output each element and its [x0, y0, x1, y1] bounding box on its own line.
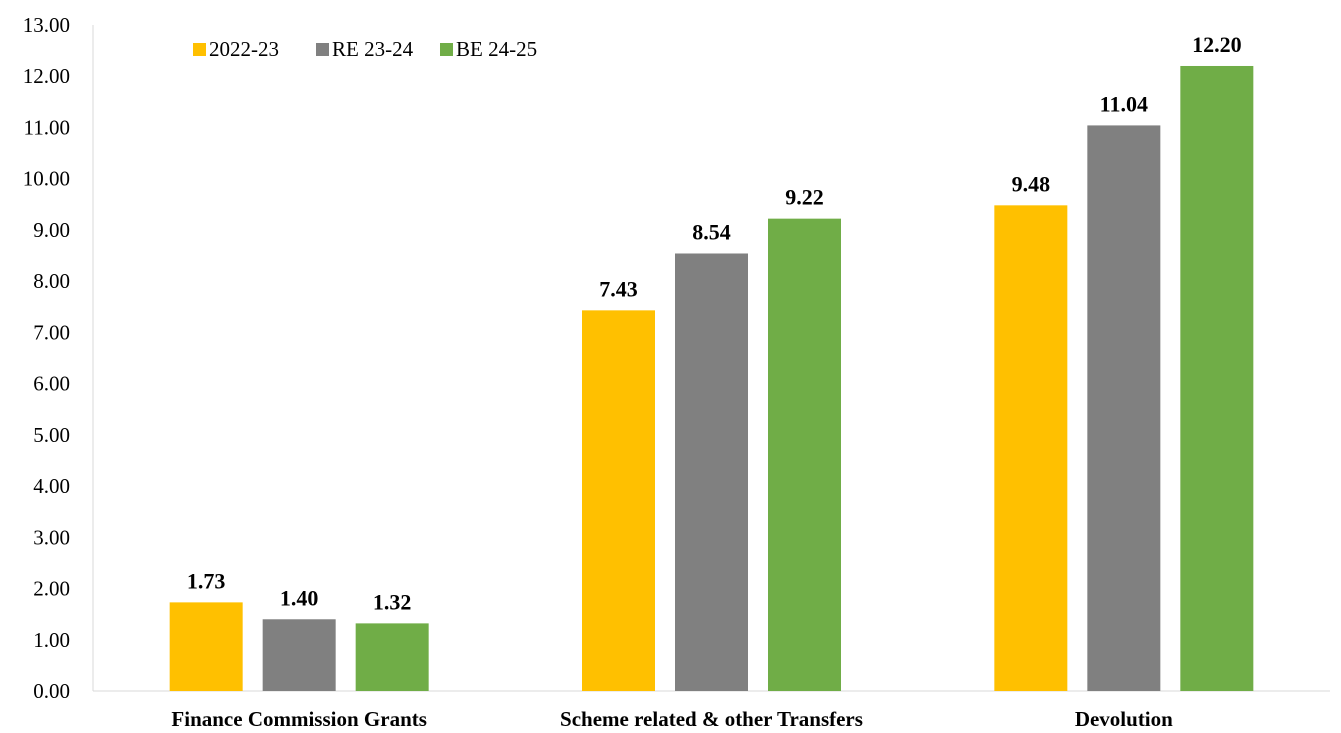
y-tick-label: 12.00	[23, 64, 70, 88]
y-tick-label: 10.00	[23, 167, 70, 191]
y-tick-label: 11.00	[24, 115, 70, 139]
bar	[1180, 65, 1254, 691]
y-tick-label: 6.00	[33, 372, 70, 396]
bar	[994, 205, 1068, 691]
bar	[582, 310, 655, 691]
bar	[355, 623, 429, 691]
bars	[169, 65, 1254, 692]
y-tick-label: 2.00	[33, 577, 70, 601]
legend-swatch	[193, 43, 206, 56]
data-label: 1.40	[280, 585, 319, 610]
y-tick-label: 1.00	[33, 628, 70, 652]
legend-swatch	[316, 43, 329, 56]
data-label: 11.04	[1100, 91, 1148, 116]
data-label: 7.43	[599, 276, 638, 301]
x-category-label: Finance Commission Grants	[171, 707, 427, 731]
bar	[768, 218, 841, 691]
y-axis: 0.00 1.00 2.00 3.00 4.00 5.00 6.00 7.00 8.00 9.00…	[23, 13, 94, 703]
legend-label: RE 23-24	[332, 37, 414, 61]
legend: 2022-23 RE 23-24 BE 24-25	[193, 37, 537, 61]
data-label: 1.32	[373, 589, 412, 614]
bar	[1087, 125, 1161, 692]
y-tick-label: 7.00	[33, 320, 70, 344]
legend-label: 2022-23	[209, 37, 279, 61]
data-labels: 1.73 1.40 1.32 7.43 8.54 9.22 9.48 11.04 12.20	[187, 32, 1242, 614]
y-tick-label: 8.00	[33, 269, 70, 293]
y-tick-label: 4.00	[33, 474, 70, 498]
bar	[262, 619, 336, 691]
data-label: 9.22	[785, 185, 824, 210]
x-axis: Finance Commission Grants Scheme related …	[93, 690, 1330, 731]
bar	[169, 602, 243, 691]
y-tick-label: 13.00	[23, 13, 70, 37]
y-tick-label: 5.00	[33, 423, 70, 447]
x-category-label: Scheme related & other Transfers	[560, 707, 863, 731]
data-label: 1.73	[187, 568, 226, 593]
data-label: 8.54	[692, 219, 731, 244]
y-tick-label: 0.00	[33, 679, 70, 703]
legend-label: BE 24-25	[456, 37, 537, 61]
x-category-label: Devolution	[1075, 707, 1173, 731]
data-label: 12.20	[1192, 32, 1242, 57]
bar	[675, 253, 748, 691]
legend-swatch	[440, 43, 453, 56]
y-tick-label: 9.00	[33, 218, 70, 242]
data-label: 9.48	[1012, 171, 1051, 196]
y-tick-label: 3.00	[33, 525, 70, 549]
